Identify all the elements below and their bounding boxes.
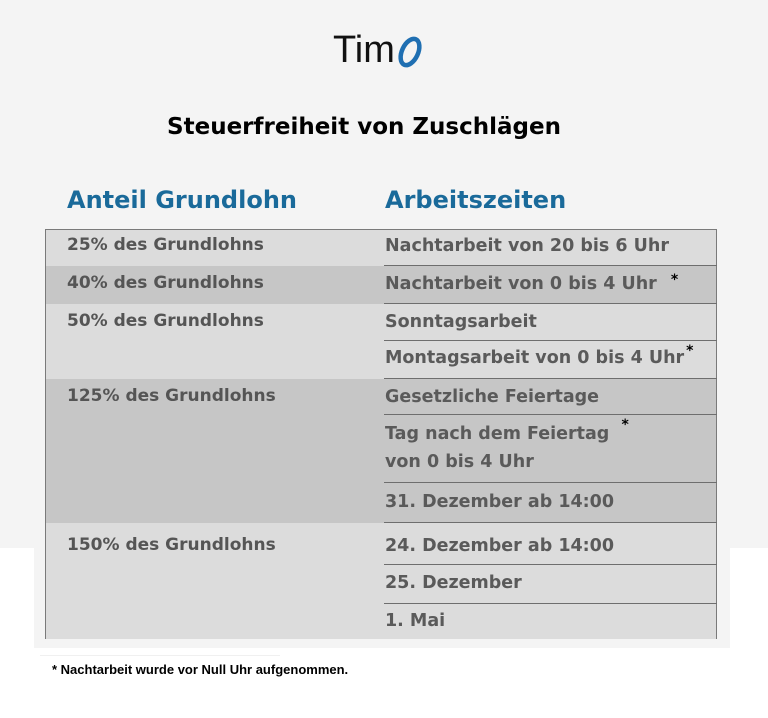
rate-cell: 40% des Grundlohns — [67, 273, 264, 293]
logo-text: Tim — [333, 29, 395, 71]
row-band-40 — [46, 266, 716, 304]
time-cell: Nachtarbeit von 20 bis 6 Uhr — [385, 236, 669, 256]
row-separator — [384, 378, 717, 379]
divider — [40, 655, 280, 656]
row-band-125 — [46, 379, 716, 523]
time-cell: Gesetzliche Feiertage — [385, 387, 600, 407]
rate-cell: 125% des Grundlohns — [67, 386, 276, 406]
row-separator — [384, 482, 717, 483]
row-separator — [384, 340, 717, 341]
rate-cell: 25% des Grundlohns — [67, 235, 264, 255]
time-cell: 25. Dezember — [385, 573, 522, 593]
row-band-150 — [46, 523, 716, 639]
rate-cell: 50% des Grundlohns — [67, 311, 264, 331]
time-cell: Montagsarbeit von 0 bis 4 Uhr * — [385, 343, 694, 368]
footnote-asterisk: * — [670, 272, 679, 288]
time-cell: 24. Dezember ab 14:00 — [385, 536, 615, 556]
row-separator — [384, 603, 717, 604]
time-cell: Tag nach dem Feiertag * von 0 bis 4 Uhr — [385, 417, 629, 472]
row-separator — [384, 414, 717, 415]
row-band-25 — [46, 230, 716, 266]
time-cell: 31. Dezember ab 14:00 — [385, 492, 615, 512]
row-separator — [384, 303, 717, 304]
row-band-50 — [46, 304, 716, 379]
column-header-times: Arbeitszeiten — [385, 186, 567, 214]
footnote: * Nachtarbeit wurde vor Null Uhr aufgeno… — [52, 662, 349, 677]
row-separator — [384, 564, 717, 565]
footnote-asterisk: * — [686, 343, 694, 359]
row-separator — [384, 522, 717, 523]
timo-logo: Tim — [333, 28, 424, 72]
row-separator — [384, 265, 717, 266]
time-cell: Sonntagsarbeit — [385, 312, 537, 332]
page-title: Steuerfreiheit von Zuschlägen — [167, 114, 561, 140]
logo-o-swoosh-icon — [398, 36, 422, 68]
time-cell: 1. Mai — [385, 611, 446, 631]
rate-cell: 150% des Grundlohns — [67, 535, 276, 555]
footnote-asterisk: * — [621, 417, 629, 433]
surcharge-table: 25% des Grundlohns 40% des Grundlohns 50… — [45, 229, 717, 639]
column-header-rate: Anteil Grundlohn — [67, 186, 297, 214]
time-cell: Nachtarbeit von 0 bis 4 Uhr * — [385, 272, 679, 294]
